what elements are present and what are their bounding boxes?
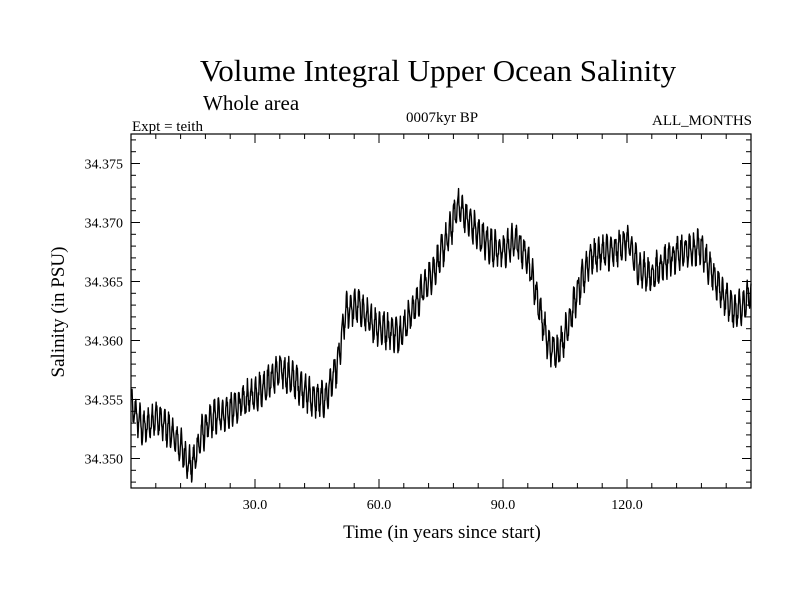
experiment-label: Expt = teith xyxy=(132,119,203,135)
x-tick-label: 60.0 xyxy=(367,498,392,513)
y-axis-label: Salinity (in PSU) xyxy=(48,247,69,378)
months-label: ALL_MONTHS xyxy=(652,113,752,129)
tick-labels: 30.0 60.0 90.0 120.0 34.350 34.355 34.360 34.36… xyxy=(85,158,643,514)
salinity-series-line xyxy=(130,187,752,483)
period-label: 0007kyr BP xyxy=(406,110,478,126)
x-axis-label: Time (in years since start) xyxy=(343,522,541,543)
y-tick-label: 34.375 xyxy=(85,158,124,173)
y-tick-label: 34.350 xyxy=(85,453,124,468)
x-tick-label: 120.0 xyxy=(611,498,643,513)
series-group xyxy=(130,187,752,483)
y-tick-label: 34.360 xyxy=(85,335,124,350)
chart-title: Volume Integral Upper Ocean Salinity xyxy=(200,53,677,88)
axis-ticks xyxy=(131,134,751,488)
x-tick-label: 90.0 xyxy=(491,498,516,513)
y-tick-label: 34.370 xyxy=(85,217,124,232)
y-tick-label: 34.355 xyxy=(85,394,124,409)
x-tick-label: 30.0 xyxy=(243,498,268,513)
chart-subtitle: Whole area xyxy=(203,91,300,115)
plot-frame xyxy=(130,133,752,489)
y-tick-label: 34.365 xyxy=(85,276,124,291)
